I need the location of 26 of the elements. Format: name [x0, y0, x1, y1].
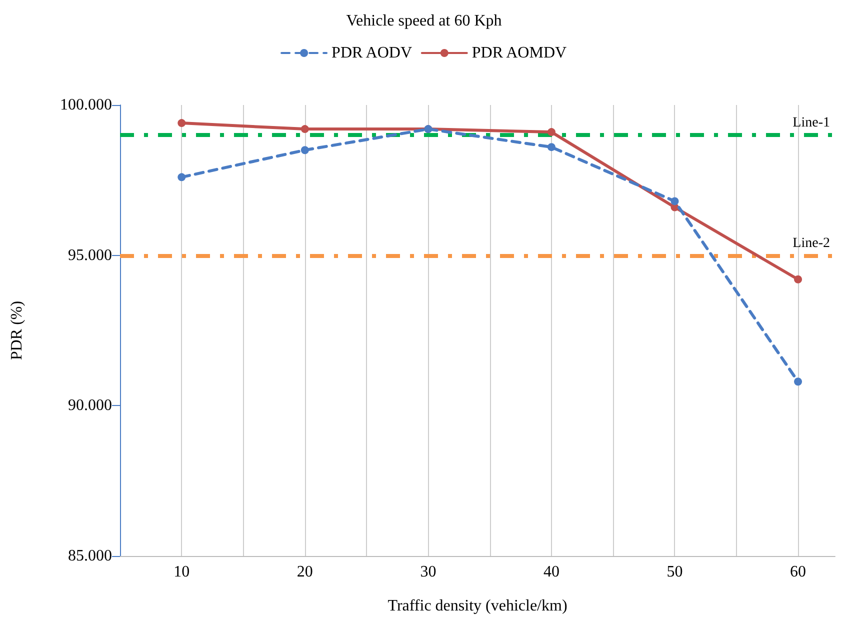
- x-tick-label: 10: [174, 564, 190, 580]
- x-tick-label: 30: [420, 564, 436, 580]
- point: [794, 378, 802, 386]
- point: [300, 146, 309, 154]
- x-tick-label: 50: [666, 564, 683, 580]
- y-tick-label: 100.000: [60, 96, 112, 114]
- x-tick-label: 60: [790, 564, 806, 580]
- point: [794, 275, 802, 284]
- point: [547, 143, 556, 152]
- point: [300, 125, 309, 134]
- point: [178, 119, 186, 128]
- x-tick-label: 20: [296, 564, 313, 580]
- y-tick-label: 90.000: [68, 397, 112, 414]
- ref-line-label: Line-1: [792, 116, 830, 131]
- x-tick-label: 40: [543, 564, 560, 580]
- legend-label: PDR AOMDV: [472, 44, 568, 62]
- x-axis-title: Traffic density (vehicle/km): [388, 598, 568, 614]
- point: [547, 128, 556, 136]
- point: [670, 197, 679, 206]
- y-tick-label: 85.000: [68, 548, 112, 564]
- chart-title: Vehicle speed at 60 Kph: [346, 12, 502, 30]
- point: [178, 173, 186, 182]
- y-tick-label: 95.000: [68, 246, 112, 264]
- y-axis-title: PDR (%): [8, 300, 26, 360]
- ref-line-label: Line-2: [792, 236, 830, 251]
- legend-label: PDR AODV: [332, 44, 412, 62]
